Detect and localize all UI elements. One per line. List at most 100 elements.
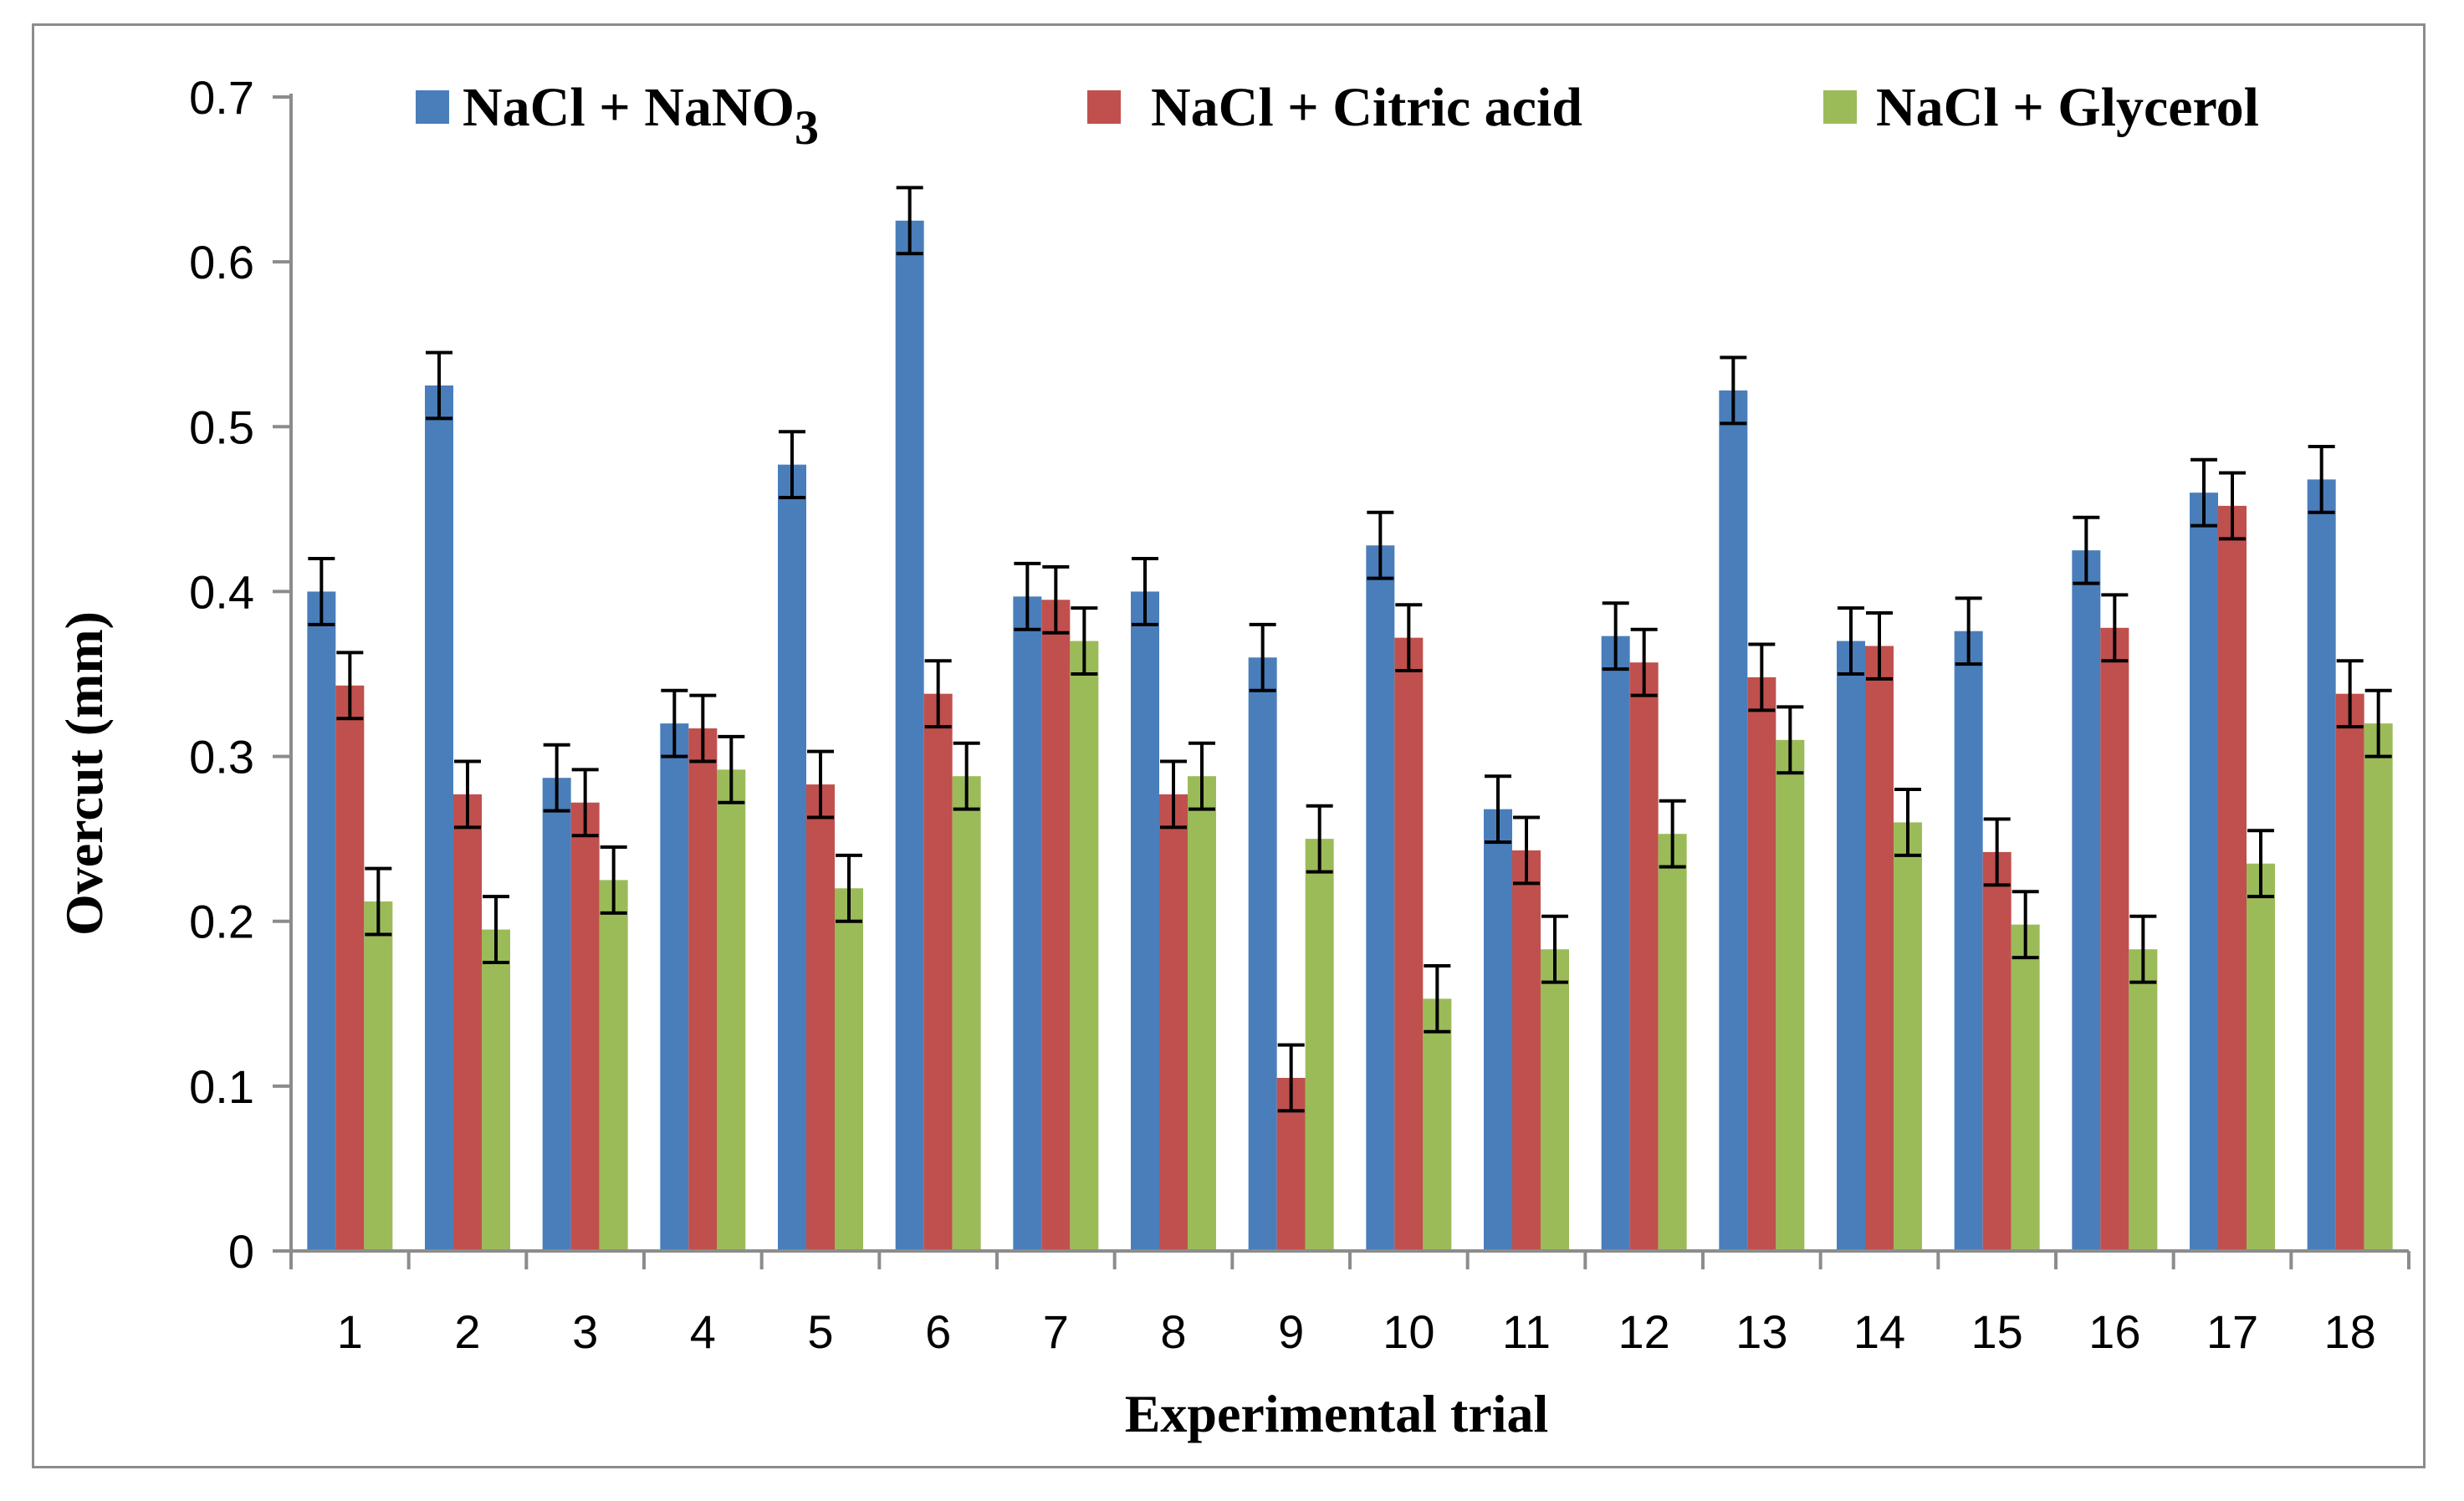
bar-series-1-trial-11 [1484, 809, 1512, 1251]
y-tick-label: 0.1 [189, 1060, 254, 1113]
bar-series-1-trial-4 [660, 723, 689, 1251]
bar-series-1-trial-8 [1131, 591, 1159, 1251]
bar-series-1-trial-5 [778, 464, 806, 1251]
bar-series-2-trial-17 [2218, 505, 2247, 1251]
x-tick-label: 3 [572, 1305, 598, 1358]
x-tick-labels: 1 2 3 4 5 6 7 8 9 10 11 12 13 14 15 16 17 18 [337, 1305, 2376, 1358]
bar-series-1-trial-18 [2307, 479, 2336, 1251]
x-tick-label: 1 [337, 1305, 363, 1358]
bar-series-3-trial-1 [364, 901, 393, 1251]
bar-series-1-trial-10 [1366, 545, 1395, 1251]
legend-label-nacl-citric-acid: NaCl + Citric acid [1151, 77, 1582, 138]
bar-series-2-trial-5 [806, 784, 835, 1251]
bar-series-1-trial-1 [307, 591, 336, 1251]
bar-series-3-trial-11 [1541, 949, 1569, 1251]
axes-layer [273, 94, 2410, 1269]
bar-series-2-trial-8 [1159, 794, 1188, 1251]
bar-series-3-trial-10 [1423, 998, 1452, 1251]
y-tick-label: 0 [228, 1225, 254, 1278]
bar-series-3-trial-7 [1070, 641, 1099, 1251]
bar-series-1-trial-7 [1013, 596, 1042, 1251]
error-bar-series-3-trial-17 [2247, 829, 2274, 899]
error-bar-series-1-trial-10 [1367, 510, 1394, 580]
x-tick-label: 9 [1278, 1305, 1304, 1358]
error-bar-series-3-trial-9 [1306, 804, 1333, 874]
error-bar-series-3-trial-4 [718, 734, 745, 804]
bar-series-3-trial-5 [835, 888, 863, 1251]
error-bar-series-3-trial-5 [836, 853, 862, 923]
error-bar-series-1-trial-1 [308, 557, 335, 626]
bar-series-3-trial-15 [2011, 924, 2040, 1251]
bar-series-3-trial-9 [1305, 839, 1334, 1251]
x-tick-label: 17 [2206, 1305, 2258, 1358]
bar-series-1-trial-3 [542, 778, 571, 1251]
bar-series-1-trial-6 [895, 220, 924, 1251]
y-tick-label: 0.3 [189, 731, 254, 784]
x-axis-title: Experimental trial [1125, 1384, 1549, 1443]
bar-series-2-trial-7 [1041, 600, 1071, 1251]
x-tick-label: 4 [690, 1305, 716, 1358]
bar-series-2-trial-14 [1865, 646, 1894, 1251]
bar-series-1-trial-16 [2072, 550, 2101, 1251]
bar-series-3-trial-14 [1894, 822, 1922, 1251]
error-bar-series-1-trial-11 [1485, 774, 1511, 845]
error-bar-series-2-trial-5 [807, 749, 834, 819]
error-bar-series-3-trial-1 [365, 866, 392, 937]
legend-label-nacl-glycerol: NaCl + Glycerol [1876, 77, 2259, 138]
error-bar-series-2-trial-13 [1748, 642, 1776, 712]
error-bar-series-2-trial-2 [454, 759, 481, 830]
bar-series-2-trial-15 [1982, 851, 2012, 1251]
error-bar-series-1-trial-18 [2308, 444, 2335, 514]
error-bar-series-3-trial-6 [953, 741, 980, 811]
bar-series-3-trial-2 [482, 929, 510, 1251]
legend-swatch-nacl-glycerol [1823, 90, 1857, 124]
bar-series-1-trial-14 [1837, 641, 1865, 1251]
legend-label-nacl-nano3-subscript: 3 [795, 100, 819, 155]
y-tick-label: 0.5 [189, 401, 254, 453]
bar-series-1-trial-15 [1954, 631, 1983, 1251]
error-bar-series-2-trial-3 [571, 768, 599, 838]
error-bar-series-1-trial-9 [1249, 622, 1276, 692]
error-bar-series-3-trial-2 [483, 895, 509, 964]
bar-series-1-trial-9 [1248, 657, 1277, 1251]
error-bar-series-2-trial-11 [1513, 815, 1540, 886]
x-tick-label: 15 [1971, 1305, 2023, 1358]
error-bar-series-3-trial-18 [2364, 688, 2392, 758]
error-bar-series-3-trial-12 [1659, 799, 1686, 869]
y-tick-labels: 0 0.1 0.2 0.3 0.4 0.5 0.6 0.7 [189, 71, 254, 1278]
x-tick-label: 5 [807, 1305, 833, 1358]
y-tick-label: 0.4 [189, 565, 254, 618]
x-tick-label: 10 [1383, 1305, 1434, 1358]
bar-series-1-trial-17 [2190, 493, 2218, 1251]
error-bar-series-1-trial-16 [2073, 515, 2100, 585]
error-bar-series-3-trial-16 [2129, 914, 2157, 984]
error-bar-series-2-trial-4 [689, 693, 717, 763]
error-bar-series-3-trial-7 [1071, 606, 1098, 676]
x-tick-label: 8 [1160, 1305, 1186, 1358]
error-bar-series-2-trial-1 [336, 651, 364, 721]
error-bar-series-3-trial-8 [1189, 741, 1215, 811]
legend-label-nacl-nano3-main: NaCl + NaNO [463, 77, 795, 138]
error-bar-series-1-trial-14 [1838, 606, 1864, 676]
error-bar-series-3-trial-11 [1541, 914, 1568, 984]
error-bar-series-2-trial-12 [1630, 627, 1658, 697]
error-bar-series-1-trial-2 [426, 350, 452, 421]
error-bar-series-1-trial-8 [1132, 557, 1158, 626]
bar-series-2-trial-4 [688, 728, 718, 1251]
error-bar-series-1-trial-15 [1955, 596, 1982, 666]
bar-series-2-trial-10 [1394, 637, 1424, 1251]
error-bar-series-3-trial-13 [1776, 705, 1804, 775]
error-bar-series-2-trial-14 [1866, 611, 1893, 681]
error-bar-series-1-trial-17 [2191, 457, 2217, 528]
bar-series-3-trial-12 [1658, 834, 1687, 1251]
bar-series-3-trial-16 [2129, 949, 2158, 1251]
bar-series-1-trial-13 [1719, 390, 1748, 1251]
x-tick-label: 18 [2324, 1305, 2376, 1358]
x-tick-label: 13 [1736, 1305, 1787, 1358]
error-bar-series-2-trial-8 [1160, 759, 1187, 830]
bar-series-2-trial-18 [2335, 693, 2364, 1251]
x-tick-label: 7 [1043, 1305, 1069, 1358]
error-bar-series-3-trial-10 [1424, 963, 1451, 1034]
y-tick-label: 0.7 [189, 71, 254, 124]
